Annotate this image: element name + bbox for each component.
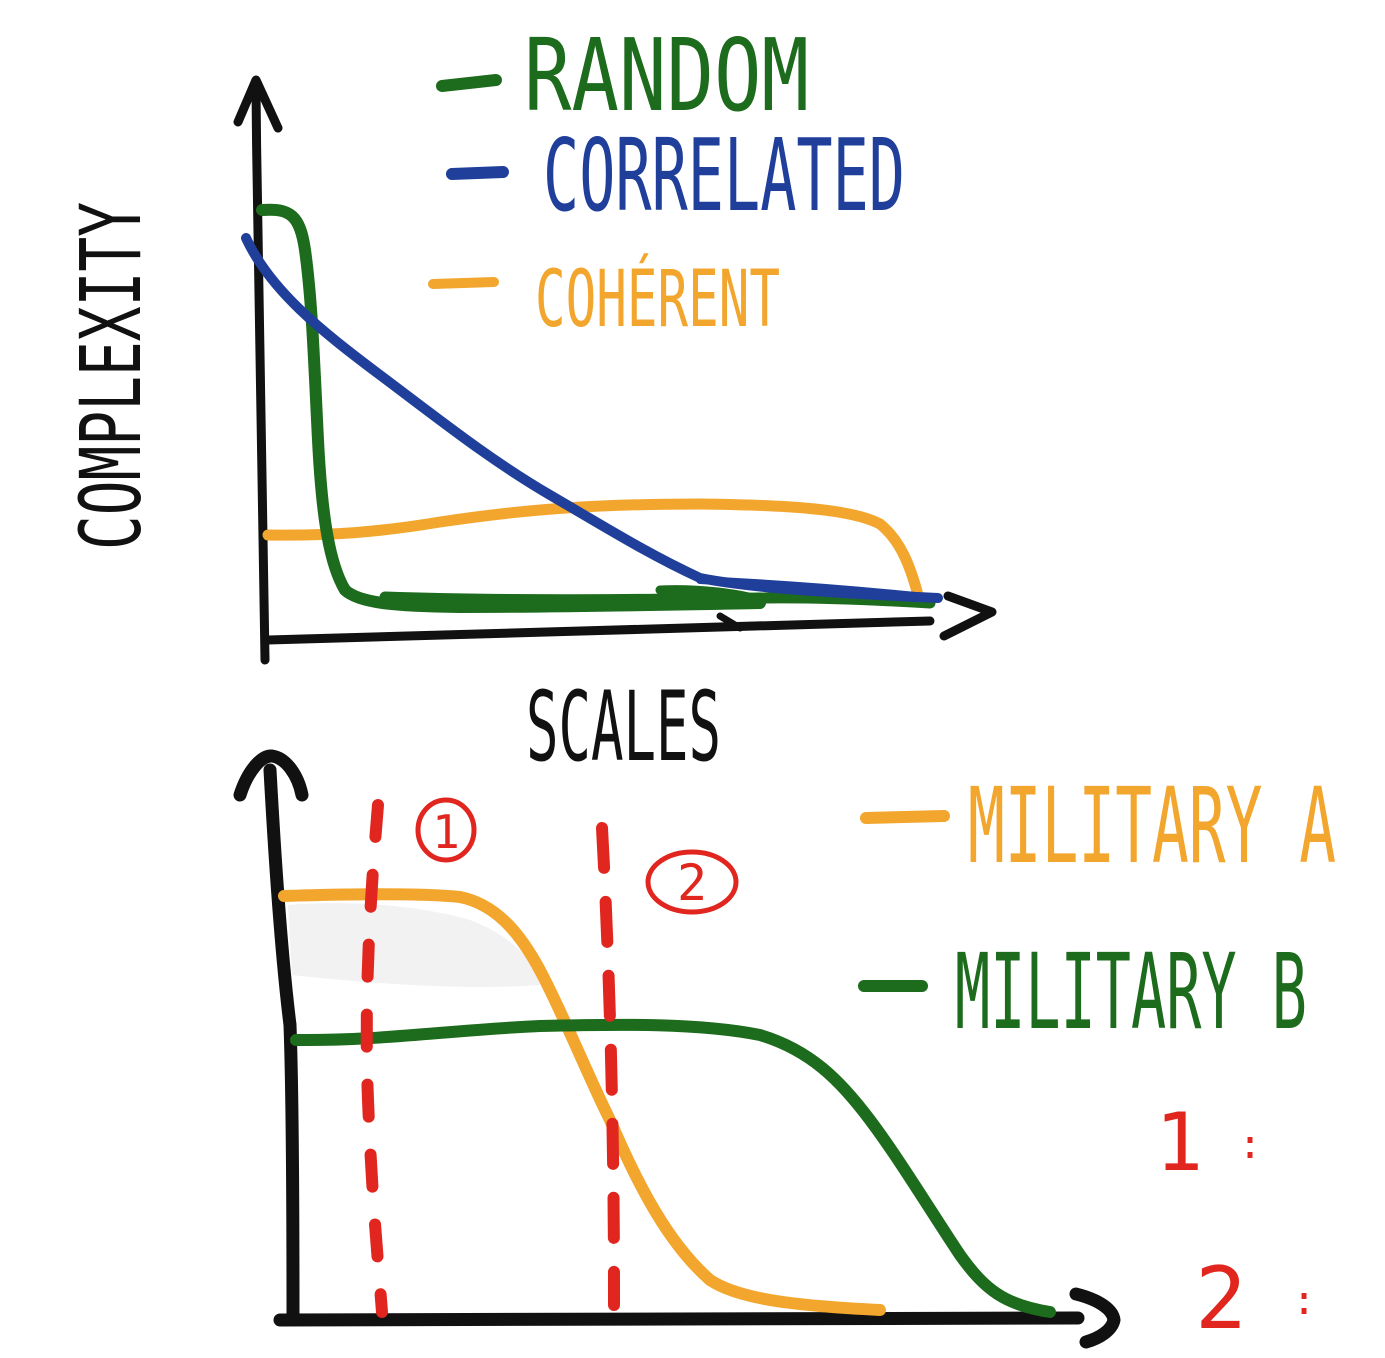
marker-label-1: 1 — [432, 805, 460, 859]
top-x-axis-stub — [716, 612, 744, 632]
random-curve — [256, 203, 766, 614]
top-y-arrowhead — [233, 75, 283, 133]
top-y-axis — [251, 83, 270, 665]
legend-label-coherent: COHÉRENT — [535, 253, 780, 345]
legend-label-correlated: CORRELATED — [543, 117, 905, 234]
bottom-y-axis-lower — [283, 1018, 300, 1325]
legend-dash-random — [436, 74, 502, 92]
note-number-2: 2 — [1195, 1249, 1247, 1349]
marker-line-1 — [360, 799, 388, 1318]
marker-line-2 — [596, 822, 620, 1311]
top-x-arrowhead — [939, 591, 997, 641]
legend-label-military-a: MILITARY A — [968, 765, 1336, 887]
legend-dash-military-a — [860, 810, 950, 824]
bottom-chart: 1 2 MILITARY A MILITARY B 1 : 2 : — [233, 749, 1336, 1349]
marker-circle-2 — [645, 849, 739, 915]
shaded-region — [288, 903, 540, 987]
legend-label-military-b: MILITARY B — [955, 931, 1307, 1053]
coherent-curve — [262, 498, 924, 601]
random-curve-tail — [379, 591, 936, 609]
correlated-curve-tail — [696, 576, 939, 602]
military-a-curve — [278, 888, 886, 1316]
legend-dash-coherent — [428, 277, 499, 289]
bottom-x-arrowhead — [1069, 1287, 1121, 1349]
bottom-x-axis — [273, 1311, 1085, 1327]
random-curve-bump — [655, 585, 765, 605]
marker-label-2: 2 — [677, 854, 707, 912]
military-b-curve — [290, 1018, 1056, 1318]
note-colon-2: : — [1292, 1278, 1316, 1324]
legend-label-random: RANDOM — [524, 17, 809, 134]
top-y-axis-label: COMPLEXITY — [62, 202, 160, 550]
legend-dash-correlated — [446, 166, 509, 180]
marker-circle-1 — [415, 797, 477, 863]
note-number-1: 1 — [1155, 1096, 1203, 1189]
marker-badge-2: 2 — [645, 849, 739, 915]
bottom-y-arrowhead — [233, 749, 309, 802]
bottom-y-axis — [263, 763, 297, 1032]
top-chart: RANDOM CORRELATED COHÉRENT COMPLEXITY SC… — [62, 17, 997, 783]
top-x-axis-label: SCALES — [526, 671, 721, 783]
top-x-axis — [263, 616, 935, 645]
note-colon-1: : — [1238, 1122, 1262, 1168]
marker-badge-1: 1 — [415, 797, 477, 863]
